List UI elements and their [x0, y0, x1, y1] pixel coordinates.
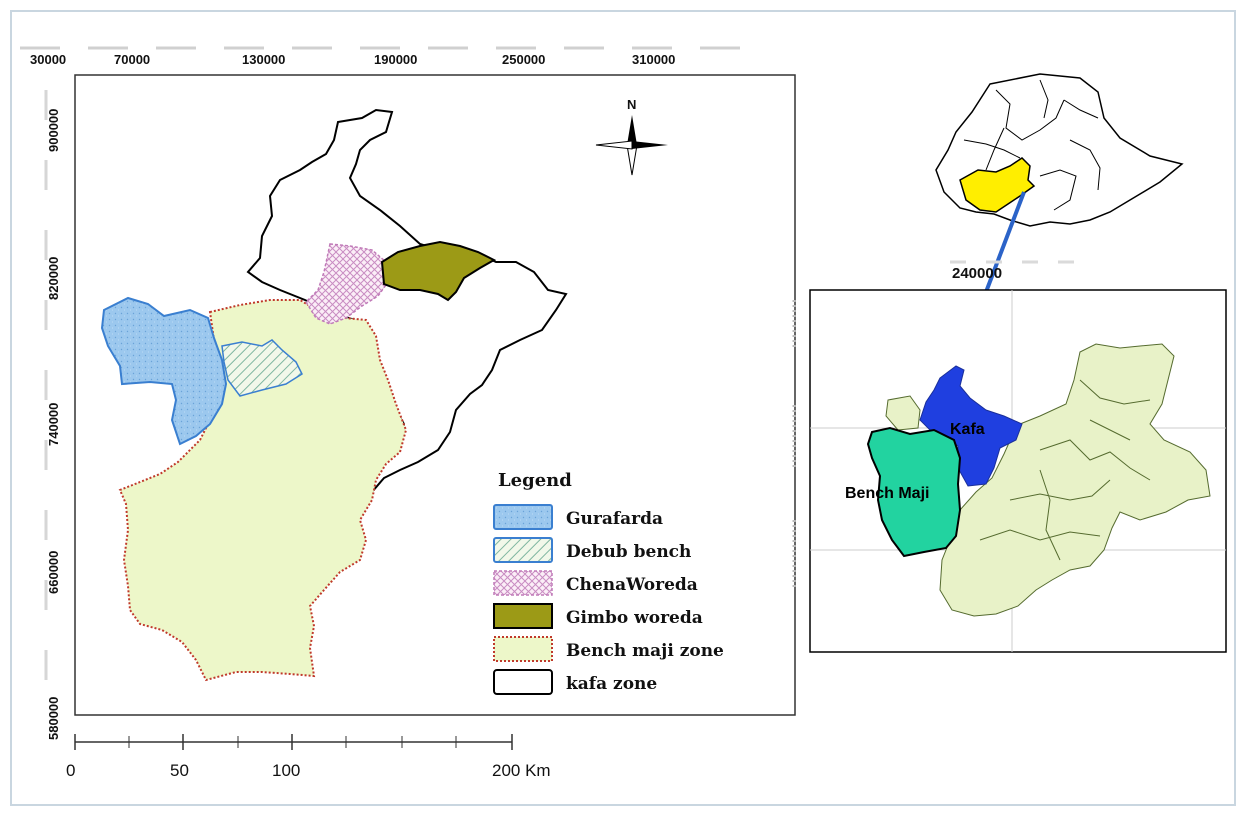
left-axis-tick-label: 820000	[46, 257, 61, 300]
gimbo-woreda-region	[380, 240, 497, 302]
gurafarda-region	[100, 296, 228, 446]
legend-label: Gurafarda	[566, 509, 663, 529]
inset-kafa-region	[919, 365, 1023, 487]
left-axis-tick-label: 660000	[46, 551, 61, 594]
inset-connector-line	[984, 191, 1026, 293]
top-axis-tick-label: 130000	[242, 52, 285, 67]
ethiopia-highlight-region	[959, 157, 1036, 213]
top-axis-tick-label: 310000	[632, 52, 675, 67]
scale-label: 100	[272, 761, 300, 780]
top-axis: 30000 70000 130000 190000 250000 310000	[20, 46, 740, 67]
north-arrow: N	[595, 97, 668, 176]
legend-item-bench-maji-zone: Bench maji zone	[493, 636, 724, 662]
legend-item-debub-bench: Debub bench	[493, 537, 691, 563]
left-axis-tick-label: 900000	[46, 109, 61, 152]
scale-bar: 0 50 100 200 Km	[66, 734, 551, 780]
legend-item-kafa-zone: kafa zone	[493, 669, 657, 695]
left-axis-tick-label: 740000	[46, 403, 61, 446]
inset-tick-label: 240000	[952, 265, 1002, 282]
legend-title: Legend	[498, 470, 572, 491]
legend-label: ChenaWoreda	[566, 575, 698, 595]
scale-label: 50	[170, 761, 189, 780]
top-axis-tick-label: 30000	[30, 52, 66, 67]
legend-item-gurafarda: Gurafarda	[493, 504, 663, 530]
top-axis-tick-label: 250000	[502, 52, 545, 67]
legend-label: Gimbo woreda	[566, 608, 703, 628]
top-axis-tick-label: 190000	[374, 52, 417, 67]
legend-label: Bench maji zone	[566, 641, 724, 661]
ethiopia-overview-map	[935, 73, 1184, 293]
legend-label: Debub bench	[566, 542, 691, 562]
inset-map: Kafa Bench Maji	[792, 289, 1227, 653]
north-label: N	[627, 97, 636, 112]
inset-kafa-label: Kafa	[950, 421, 985, 438]
legend-label: kafa zone	[566, 674, 657, 694]
debub-bench-region	[221, 339, 303, 397]
legend-item-chena-woreda: ChenaWoreda	[493, 570, 698, 596]
legend-item-gimbo-woreda: Gimbo woreda	[493, 603, 703, 629]
inset-bench-maji-label: Bench Maji	[845, 485, 929, 502]
scale-label: 200 Km	[492, 761, 551, 780]
top-axis-tick-label: 70000	[114, 52, 150, 67]
scale-label: 0	[66, 761, 75, 780]
left-axis-tick-label: 580000	[46, 697, 61, 740]
left-axis: 900000 820000 740000 660000 580000	[44, 90, 61, 740]
bench-maji-zone-region	[118, 299, 408, 682]
chena-woreda-region	[305, 243, 389, 325]
legend: Legend Gurafarda Debub bench ChenaWoreda…	[480, 460, 780, 710]
kafa-zone-region	[246, 108, 568, 502]
inset-top-axis: 240000	[950, 260, 1080, 282]
inset-bench-maji-region	[866, 426, 962, 558]
inset-other-zones	[939, 343, 1211, 617]
